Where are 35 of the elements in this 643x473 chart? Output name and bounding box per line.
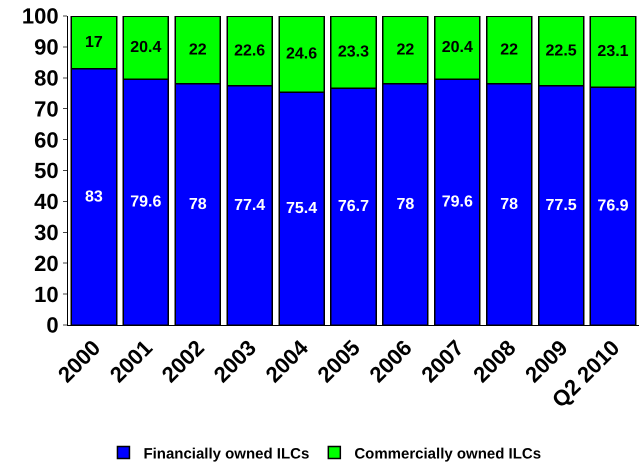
y-tick-label: 40 — [34, 189, 59, 214]
data-label: 22.5 — [546, 42, 577, 60]
data-label: 22 — [500, 41, 518, 58]
y-tick-label: 30 — [34, 220, 59, 245]
data-label: 24.6 — [286, 46, 318, 63]
y-tick-label: 10 — [34, 282, 59, 307]
data-label: 20.4 — [442, 39, 473, 56]
y-tick-label: 50 — [34, 158, 59, 184]
data-label: 78 — [396, 196, 414, 213]
data-label: 75.4 — [286, 200, 318, 218]
data-label: 77.5 — [546, 196, 577, 214]
data-label: 22 — [396, 41, 414, 58]
data-label: 22.6 — [234, 42, 266, 60]
data-label: 22 — [188, 41, 207, 58]
legend-label: Financially owned ILCs — [143, 445, 310, 462]
data-label: 79.6 — [442, 194, 473, 211]
y-tick-label: 90 — [34, 34, 59, 60]
data-label: 20.4 — [130, 39, 162, 56]
data-label: 17 — [85, 34, 103, 51]
data-label: 83 — [85, 188, 103, 206]
y-tick-label: 80 — [34, 66, 59, 90]
y-tick-label: 60 — [34, 127, 59, 152]
data-label: 78 — [188, 196, 207, 213]
data-label: 76.9 — [597, 198, 629, 215]
y-tick-label: 20 — [34, 250, 59, 276]
data-label: 23.1 — [597, 43, 629, 60]
data-label: 78 — [500, 196, 518, 213]
y-tick-label: 0 — [46, 312, 59, 338]
data-label: 23.3 — [338, 44, 370, 60]
y-tick-label: 70 — [34, 96, 59, 122]
y-tick-label: 100 — [22, 4, 59, 29]
data-label: 77.4 — [234, 196, 266, 214]
data-label: 76.7 — [338, 198, 370, 215]
legend-label: Commercially owned ILCs — [354, 445, 542, 462]
data-label: 79.6 — [130, 194, 162, 211]
